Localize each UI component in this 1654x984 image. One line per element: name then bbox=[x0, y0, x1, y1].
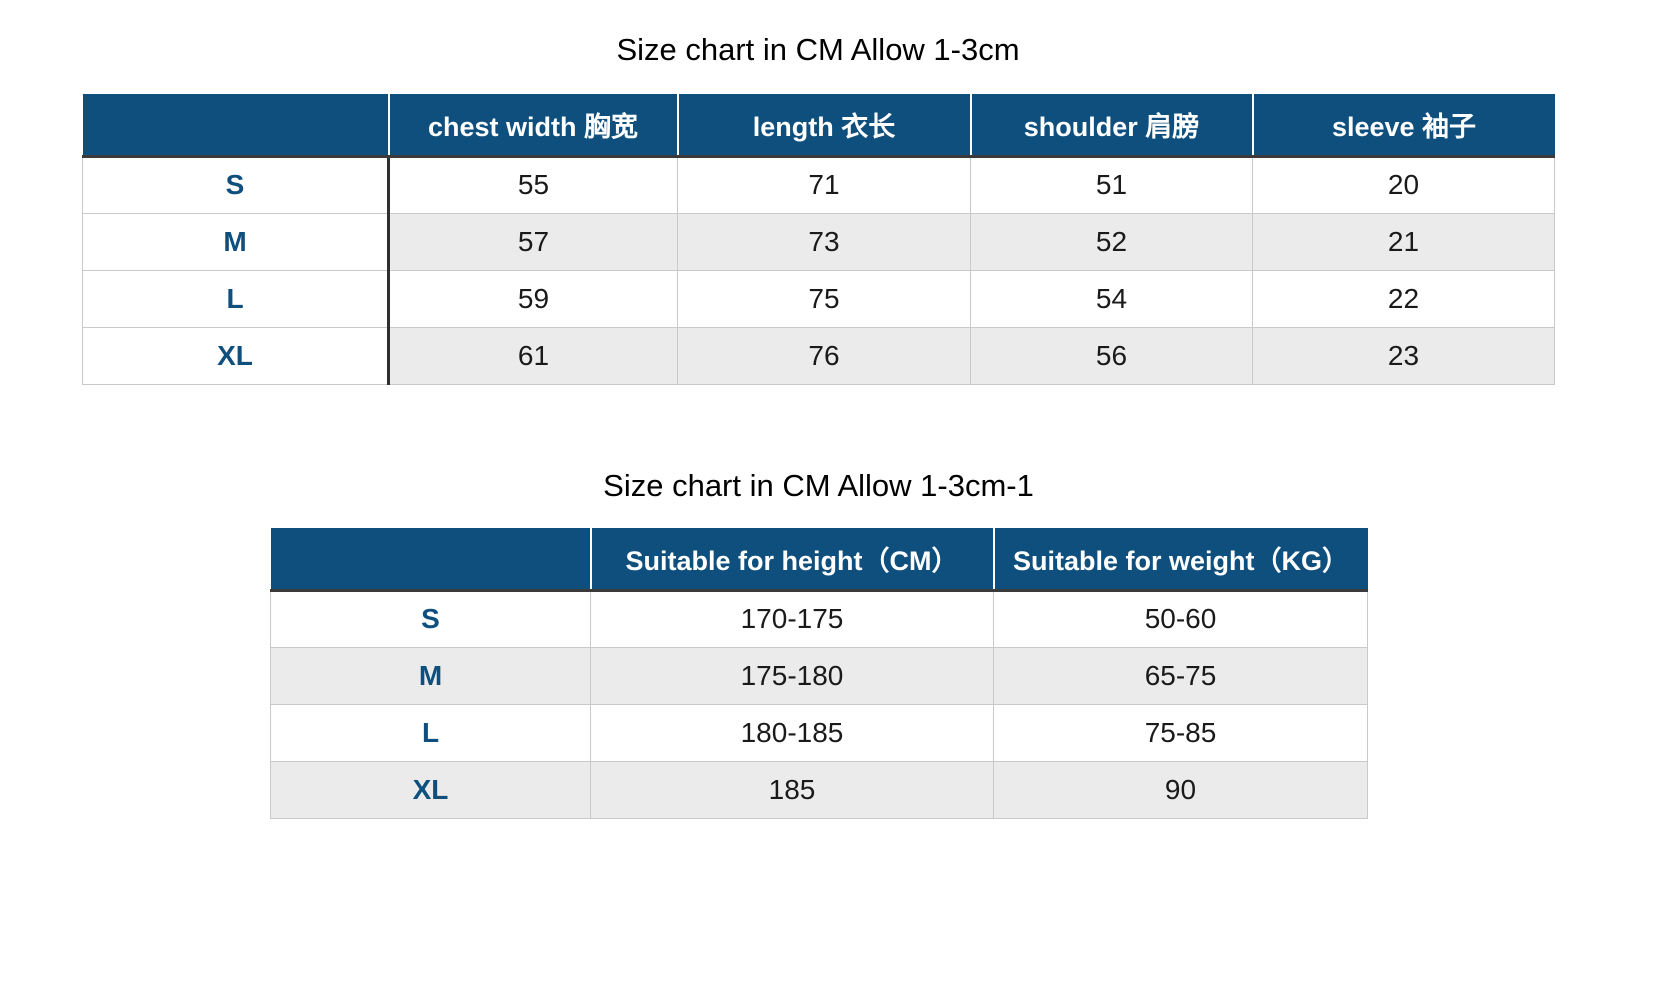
table-1-cell-m-shoulder: 52 bbox=[970, 212, 1253, 271]
table-2-cell-l-weight: 75-85 bbox=[993, 703, 1368, 762]
table-1-cell-m-chest: 57 bbox=[388, 212, 678, 271]
size-chart-table-measurements: chest width 胸宽 length 衣长 shoulder 肩膀 sle… bbox=[82, 94, 1555, 385]
table-1-cell-l-chest: 59 bbox=[388, 269, 678, 328]
table-1-cell-l-length: 75 bbox=[677, 269, 971, 328]
table-1-size-label-xl: XL bbox=[82, 326, 390, 385]
size-chart-title-2: Size chart in CM Allow 1-3cm-1 bbox=[603, 468, 1034, 503]
size-chart-table-height-weight: Suitable for height（CM） Suitable for wei… bbox=[270, 528, 1368, 819]
table-2-row-xl: XL 185 90 bbox=[270, 760, 1368, 819]
table-2-cell-xl-weight: 90 bbox=[993, 760, 1368, 819]
table-1-cell-m-sleeve: 21 bbox=[1252, 212, 1555, 271]
table-2-size-label-l: L bbox=[270, 703, 591, 762]
table-1-header-chest-width: chest width 胸宽 bbox=[388, 94, 679, 158]
table-1-cell-xl-sleeve: 23 bbox=[1252, 326, 1555, 385]
table-1-cell-s-sleeve: 20 bbox=[1252, 155, 1555, 214]
table-2-size-label-m: M bbox=[270, 646, 591, 705]
size-chart-section-1: Size chart in CM Allow 1-3cm chest width… bbox=[82, 0, 1555, 385]
table-2-row-l: L 180-185 75-85 bbox=[270, 703, 1368, 762]
table-1-header-row: chest width 胸宽 length 衣长 shoulder 肩膀 sle… bbox=[82, 94, 1555, 158]
table-1-row-xl: XL 61 76 56 23 bbox=[82, 326, 1555, 385]
table-2-size-label-xl: XL bbox=[270, 760, 591, 819]
table-1-header-sleeve: sleeve 袖子 bbox=[1252, 94, 1555, 158]
table-1-cell-xl-chest: 61 bbox=[388, 326, 678, 385]
table-1-cell-s-chest: 55 bbox=[388, 155, 678, 214]
table-2-header-height: Suitable for height（CM） bbox=[590, 528, 995, 592]
table-2-cell-m-height: 175-180 bbox=[590, 646, 994, 705]
table-1-size-label-m: M bbox=[82, 212, 390, 271]
table-1-cell-l-sleeve: 22 bbox=[1252, 269, 1555, 328]
table-1-cell-s-shoulder: 51 bbox=[970, 155, 1253, 214]
size-chart-title-1: Size chart in CM Allow 1-3cm bbox=[616, 32, 1020, 67]
table-1-cell-l-shoulder: 54 bbox=[970, 269, 1253, 328]
table-1-row-s: S 55 71 51 20 bbox=[82, 155, 1555, 214]
table-1-size-label-l: L bbox=[82, 269, 390, 328]
table-1-header-shoulder: shoulder 肩膀 bbox=[970, 94, 1254, 158]
table-1-size-label-s: S bbox=[82, 155, 390, 214]
table-2-cell-xl-height: 185 bbox=[590, 760, 994, 819]
table-1-cell-m-length: 73 bbox=[677, 212, 971, 271]
table-1-header-length: length 衣长 bbox=[677, 94, 972, 158]
table-1-cell-s-length: 71 bbox=[677, 155, 971, 214]
table-2-corner-header bbox=[270, 528, 592, 592]
table-1-corner-header bbox=[82, 94, 390, 158]
table-2-header-row: Suitable for height（CM） Suitable for wei… bbox=[270, 528, 1368, 592]
table-1-cell-xl-length: 76 bbox=[677, 326, 971, 385]
table-2-row-s: S 170-175 50-60 bbox=[270, 589, 1368, 648]
table-2-header-weight: Suitable for weight（KG） bbox=[993, 528, 1368, 592]
size-chart-section-2: Size chart in CM Allow 1-3cm-1 Suitable … bbox=[270, 440, 1368, 819]
table-2-cell-s-height: 170-175 bbox=[590, 589, 994, 648]
table-1-cell-xl-shoulder: 56 bbox=[970, 326, 1253, 385]
table-1-row-m: M 57 73 52 21 bbox=[82, 212, 1555, 271]
table-1-row-l: L 59 75 54 22 bbox=[82, 269, 1555, 328]
table-2-size-label-s: S bbox=[270, 589, 591, 648]
table-2-cell-l-height: 180-185 bbox=[590, 703, 994, 762]
table-2-row-m: M 175-180 65-75 bbox=[270, 646, 1368, 705]
table-2-cell-m-weight: 65-75 bbox=[993, 646, 1368, 705]
table-2-cell-s-weight: 50-60 bbox=[993, 589, 1368, 648]
